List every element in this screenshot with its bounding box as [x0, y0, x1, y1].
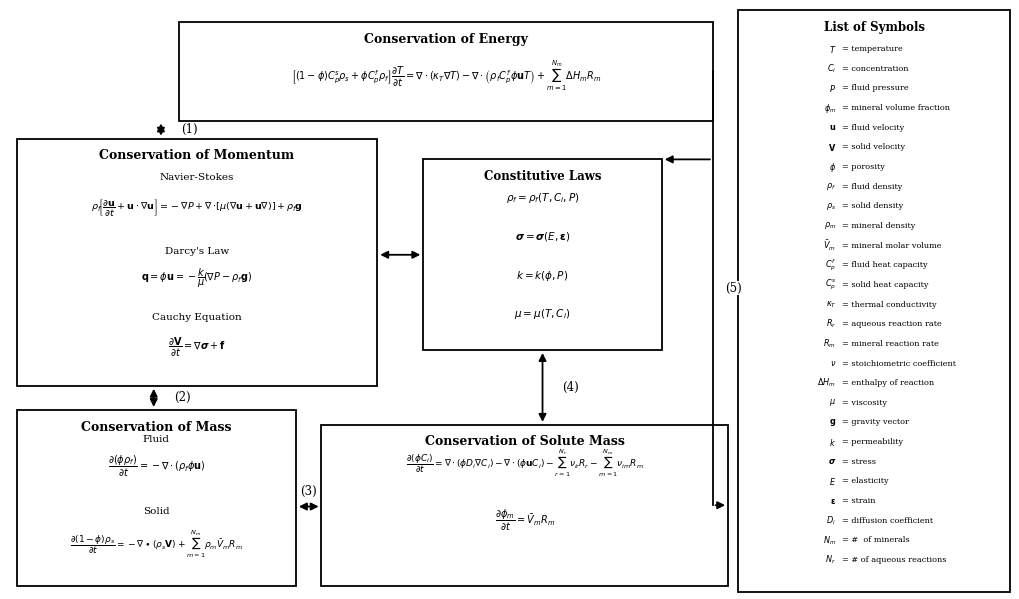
Text: = fluid pressure: = fluid pressure: [842, 84, 908, 92]
Text: = solid velocity: = solid velocity: [842, 143, 905, 152]
Text: = mineral volume fraction: = mineral volume fraction: [842, 104, 950, 112]
Text: $\dfrac{\partial(1-\phi)\rho_s}{\partial t} = -\nabla\bullet(\rho_s\mathbf{V}) +: $\dfrac{\partial(1-\phi)\rho_s}{\partial…: [70, 528, 243, 559]
Text: $\rho_m$: $\rho_m$: [823, 220, 837, 231]
Text: $D_i$: $D_i$: [826, 515, 837, 527]
Text: $\rho_f\!\left[\dfrac{\partial\mathbf{u}}{\partial t} + \mathbf{u}\cdot\nabla\ma: $\rho_f\!\left[\dfrac{\partial\mathbf{u}…: [91, 196, 303, 217]
Text: = mineral molar volume: = mineral molar volume: [842, 241, 942, 250]
Text: $\mathbf{V}$: $\mathbf{V}$: [828, 142, 837, 153]
Text: = solid heat capacity: = solid heat capacity: [842, 281, 928, 289]
Text: $\mathbf{g}$: $\mathbf{g}$: [829, 417, 837, 428]
Text: $\mathbf{u}$: $\mathbf{u}$: [829, 123, 837, 132]
Text: List of Symbols: List of Symbols: [823, 21, 925, 34]
Text: $\boldsymbol{\sigma} = \boldsymbol{\sigma}(E,\boldsymbol{\varepsilon})$: $\boldsymbol{\sigma} = \boldsymbol{\sigm…: [515, 231, 571, 243]
Text: $\Delta H_m$: $\Delta H_m$: [817, 377, 837, 389]
Text: = aqueous reaction rate: = aqueous reaction rate: [842, 320, 942, 328]
Text: = mineral reaction rate: = mineral reaction rate: [842, 340, 938, 348]
Text: $\kappa_T$: $\kappa_T$: [825, 300, 837, 310]
Text: = enthalpy of reaction: = enthalpy of reaction: [842, 379, 933, 387]
Text: $\phi$: $\phi$: [829, 161, 837, 174]
Text: (3): (3): [301, 485, 317, 498]
Text: $N_m$: $N_m$: [823, 534, 837, 547]
Text: = mineral density: = mineral density: [842, 222, 915, 230]
Text: $k = k(\phi, P)$: $k = k(\phi, P)$: [517, 268, 569, 283]
Text: (4): (4): [562, 381, 580, 394]
Text: = elasticity: = elasticity: [842, 477, 889, 485]
Bar: [179, 22, 712, 120]
Text: $P$: $P$: [829, 83, 837, 94]
Text: $N_r$: $N_r$: [825, 554, 837, 566]
Text: $C_i$: $C_i$: [827, 62, 837, 75]
Text: = stress: = stress: [842, 458, 875, 466]
Text: $R_r$: $R_r$: [825, 318, 837, 331]
Text: Conservation of Energy: Conservation of Energy: [364, 33, 528, 46]
Text: = fluid density: = fluid density: [842, 183, 902, 190]
Text: $\nu$: $\nu$: [829, 359, 837, 368]
Text: $\dfrac{\partial(\phi\rho_f)}{\partial t} = -\nabla\cdot\left(\rho_f\phi\mathbf{: $\dfrac{\partial(\phi\rho_f)}{\partial t…: [108, 454, 205, 479]
Text: = stoichiometric coefficient: = stoichiometric coefficient: [842, 359, 956, 368]
Text: Conservation of Mass: Conservation of Mass: [82, 420, 231, 434]
FancyArrowPatch shape: [539, 355, 545, 420]
Text: $\rho_s$: $\rho_s$: [826, 201, 837, 212]
Text: = porosity: = porosity: [842, 163, 884, 171]
Bar: [423, 159, 662, 350]
Text: $\dfrac{\partial\phi_m}{\partial t} = \bar{V}_m R_m$: $\dfrac{\partial\phi_m}{\partial t} = \b…: [494, 507, 555, 533]
Text: $\dfrac{\partial(\phi C_i)}{\partial t} = \nabla\cdot(\phi D_i\nabla C_i) - \nab: $\dfrac{\partial(\phi C_i)}{\partial t} …: [406, 448, 644, 479]
Bar: [16, 410, 297, 586]
Text: = strain: = strain: [842, 497, 875, 505]
FancyArrowPatch shape: [158, 125, 164, 134]
Text: $\boldsymbol{\sigma}$: $\boldsymbol{\sigma}$: [827, 457, 837, 466]
Text: (5): (5): [725, 282, 742, 295]
Text: Constitutive Laws: Constitutive Laws: [484, 170, 601, 183]
FancyArrowPatch shape: [301, 504, 317, 510]
Text: $\bar{V}_m$: $\bar{V}_m$: [823, 238, 837, 253]
FancyArrowPatch shape: [715, 502, 723, 509]
Text: $\rho_f$: $\rho_f$: [826, 181, 837, 192]
Text: = diffusion coefficient: = diffusion coefficient: [842, 517, 932, 525]
Bar: [322, 425, 728, 586]
Text: = # of aqueous reactions: = # of aqueous reactions: [842, 556, 947, 564]
FancyArrowPatch shape: [151, 391, 157, 405]
Text: $\rho_f = \rho_f(T,C_i,P)$: $\rho_f = \rho_f(T,C_i,P)$: [505, 191, 580, 205]
FancyArrowPatch shape: [382, 252, 419, 258]
Text: = thermal conductivity: = thermal conductivity: [842, 301, 936, 308]
Text: Conservation of Momentum: Conservation of Momentum: [100, 149, 294, 162]
Bar: [738, 10, 1011, 592]
Text: $E$: $E$: [829, 476, 837, 487]
Text: $\mathbf{q} = \phi\mathbf{u} = -\dfrac{k}{\mu}\!\left(\nabla P - \rho_f\mathbf{g: $\mathbf{q} = \phi\mathbf{u} = -\dfrac{k…: [142, 267, 253, 290]
Text: $C_p^f$: $C_p^f$: [825, 258, 837, 273]
Text: Darcy's Law: Darcy's Law: [165, 247, 229, 256]
Text: $k$: $k$: [829, 437, 837, 447]
Text: = fluid heat capacity: = fluid heat capacity: [842, 261, 927, 270]
Text: $T$: $T$: [828, 44, 837, 55]
Text: Navier-Stokes: Navier-Stokes: [160, 173, 234, 181]
Text: $\dfrac{\partial\mathbf{V}}{\partial t} = \nabla\boldsymbol{\sigma} + \mathbf{f}: $\dfrac{\partial\mathbf{V}}{\partial t} …: [168, 335, 226, 359]
Text: Conservation of Solute Mass: Conservation of Solute Mass: [425, 435, 625, 449]
Text: $C_p^s$: $C_p^s$: [825, 278, 837, 292]
FancyArrowPatch shape: [666, 156, 710, 162]
Text: = gravity vector: = gravity vector: [842, 419, 909, 426]
Text: (2): (2): [174, 391, 191, 404]
Text: $\mu = \mu(T,C_i)$: $\mu = \mu(T,C_i)$: [515, 307, 571, 322]
Text: Solid: Solid: [143, 507, 170, 516]
Text: $\phi_m$: $\phi_m$: [823, 102, 837, 114]
Text: = concentration: = concentration: [842, 65, 908, 72]
Text: Fluid: Fluid: [143, 435, 170, 444]
Text: = permeability: = permeability: [842, 438, 903, 446]
Text: = #  of minerals: = # of minerals: [842, 537, 909, 544]
Text: (1): (1): [181, 123, 198, 136]
Text: $\left[(1-\phi)C_p^s\rho_s + \phi C_p^f\rho_f\right]\dfrac{\partial T}{\partial : $\left[(1-\phi)C_p^s\rho_s + \phi C_p^f\…: [290, 59, 601, 93]
Text: = viscosity: = viscosity: [842, 399, 887, 407]
Text: = fluid velocity: = fluid velocity: [842, 124, 904, 132]
Text: $R_m$: $R_m$: [823, 338, 837, 350]
Text: Cauchy Equation: Cauchy Equation: [152, 313, 242, 322]
Text: = solid density: = solid density: [842, 202, 903, 210]
Text: $\mu$: $\mu$: [829, 397, 837, 409]
Text: $\boldsymbol{\varepsilon}$: $\boldsymbol{\varepsilon}$: [830, 497, 837, 506]
Bar: [16, 138, 377, 386]
Text: = temperature: = temperature: [842, 45, 903, 53]
